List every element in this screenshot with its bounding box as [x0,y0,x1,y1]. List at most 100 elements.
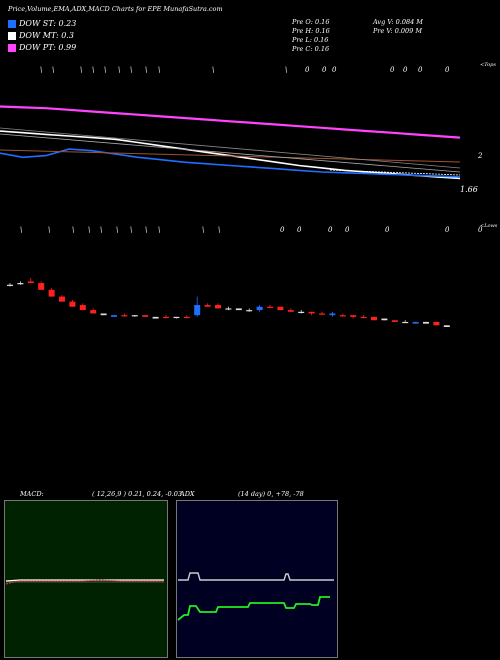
ema-line-grey [0,133,461,173]
legend-swatch-pt [8,44,16,52]
ema-line-grey [0,127,461,169]
plus-di-line [177,596,330,621]
candle-body [402,321,409,324]
low-marker: \ [88,226,90,234]
candle-body [256,306,263,311]
top-marker: \ [158,66,160,74]
adx-panel [176,500,338,658]
top-marker: 0 [332,66,337,74]
top-marker: \ [145,66,147,74]
legend-dow-st: DOW ST: 0.23 [19,19,77,28]
candle-body [308,311,315,314]
low-marker: \ [48,226,50,234]
low-marker: 0 [478,226,483,234]
candle-body [194,305,201,316]
resistance-line [0,149,461,163]
top-marker: 0 [322,66,327,74]
macd-line [5,579,164,582]
candle-body [204,305,211,307]
candle-body [111,315,117,317]
candle-body [235,308,242,311]
chart-title: Price,Volume,EMA,ADX,MACD Charts for EPE… [8,5,223,13]
candle-body [183,316,190,319]
low-marker: \ [202,226,204,234]
candle-body [121,315,128,317]
candle-body [225,308,232,310]
low-marker: \ [130,226,132,234]
candle-body [38,283,45,290]
adx-params: (14 day) 0, +78, -78 [238,490,304,498]
macd-signal-line [5,579,164,585]
candle-body [90,310,97,314]
low-marker: 0 [328,226,333,234]
candle-body [412,321,419,324]
candle-body [163,316,169,319]
candle-body [7,284,13,286]
ohlc-low: Pre L: 0.16 [292,36,329,44]
legend-swatch-mt [8,32,16,40]
top-marker: \ [212,66,214,74]
candle-body [152,316,159,319]
macd-panel [4,500,168,658]
low-marker: \ [100,226,102,234]
low-marker: 0 [445,226,450,234]
top-marker: \ [92,66,94,74]
top-marker: \ [118,66,120,74]
candle-body [215,305,221,309]
candle-body [287,310,294,312]
candle-body [27,281,34,284]
candle-body [69,301,76,307]
low-marker: \ [116,226,118,234]
candle-body [443,325,450,327]
adx-line [178,572,334,581]
top-marker: \ [52,66,54,74]
candle-body [17,283,24,285]
low-marker: 0 [345,226,350,234]
candle-body [59,296,65,302]
avg-volume: Avg V: 0.084 M [373,18,423,26]
top-marker: 0 [445,66,450,74]
low-marker: \ [20,226,22,234]
low-marker: \ [218,226,220,234]
ohlc-open: Pre O: 0.16 [292,18,330,26]
low-marker: 0 [385,226,390,234]
level-2-label: 2 [478,152,483,160]
top-marker: 0 [390,66,395,74]
candle-body [131,315,138,317]
low-marker: 0 [280,226,285,234]
candle-body [350,315,357,317]
top-marker: \ [130,66,132,74]
top-marker: 0 [418,66,423,74]
adx-title: ADX [180,490,195,498]
legend-dow-mt: DOW MT: 0.3 [19,31,74,40]
candle-body [319,313,325,315]
ema-line-dotted [329,169,461,176]
macd-title: MACD: [20,490,44,498]
top-marker: 0 [305,66,310,74]
candle-body [246,310,253,312]
candle-body [277,306,284,311]
candle-body [423,321,429,324]
candle-body [298,311,305,313]
top-marker: \ [104,66,106,74]
ohlc-close: Pre C: 0.16 [292,45,330,53]
candle-body [329,313,336,316]
ohlc-high: Pre H: 0.16 [292,27,330,35]
candle-body [381,318,388,321]
top-marker: 0 [403,66,408,74]
candle-body [391,320,398,322]
level-166-label: 1.66 [460,185,478,194]
lows-label: <Lows [480,223,498,229]
candle-body [79,305,86,311]
top-marker: \ [80,66,82,74]
low-marker: \ [145,226,147,234]
candle-body [339,315,346,317]
top-marker: \ [40,66,42,74]
low-marker: \ [158,226,160,234]
low-marker: 0 [297,226,302,234]
legend-swatch-st [8,20,16,28]
tops-label: <Tops [480,62,496,68]
candle-body [173,316,180,319]
